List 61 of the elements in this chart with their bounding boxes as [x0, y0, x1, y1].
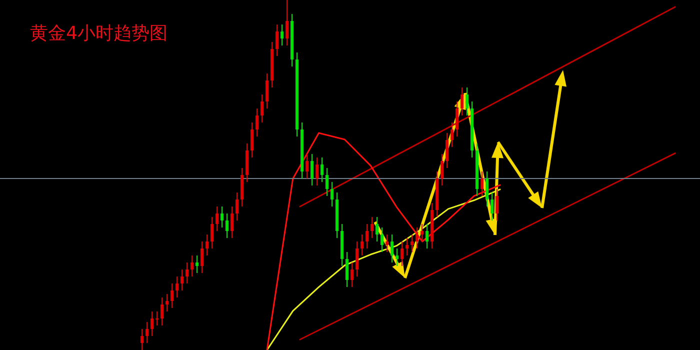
candlestick: [150, 311, 154, 336]
candlestick: [356, 241, 358, 277]
candlestick: [316, 157, 318, 186]
candlestick: [236, 192, 238, 221]
candlestick: [416, 227, 418, 249]
candlestick: [146, 322, 148, 344]
candlestick: [306, 154, 308, 179]
candlestick: [140, 328, 144, 350]
candlestick: [220, 206, 224, 228]
candlestick: [256, 108, 258, 137]
candlestick: [260, 94, 264, 123]
candlestick: [380, 227, 384, 252]
candlestick: [330, 182, 334, 207]
candlestick: [486, 171, 488, 207]
candlestick: [190, 255, 194, 277]
candlestick: [440, 154, 444, 186]
candlestick: [200, 241, 204, 274]
candlestick: [376, 216, 378, 242]
candlestick: [176, 276, 178, 298]
candlestick: [456, 101, 458, 137]
candlestick: [216, 206, 218, 232]
text: 黄金4小时趋势图: [30, 23, 168, 44]
candlestick: [350, 262, 354, 288]
candlestick: [426, 224, 428, 249]
candlestick: [396, 248, 398, 266]
candlestick: [250, 122, 254, 158]
candlestick: [186, 262, 188, 284]
candlestick: [446, 132, 448, 168]
candlestick: [206, 234, 208, 256]
candlestick: [310, 154, 314, 186]
candlestick: [360, 234, 364, 256]
candlestick: [406, 238, 408, 256]
candlestick: [160, 297, 164, 326]
candlestick: [466, 87, 468, 116]
candlestick: [266, 73, 268, 109]
candlestick: [320, 157, 324, 182]
candlestick: [166, 294, 168, 312]
candlestick: [420, 224, 424, 242]
candlestick: [400, 241, 404, 266]
candlestick: [490, 192, 494, 221]
candlestick: [210, 216, 214, 249]
candlestick: [276, 24, 278, 56]
candlestick: [460, 87, 464, 116]
candlestick: [410, 234, 414, 252]
candlestick: [286, 0, 288, 46]
candlestick: [390, 234, 394, 263]
candlestick: [196, 255, 198, 274]
candlestick: [170, 283, 174, 308]
candlestick: [496, 188, 498, 221]
candlestick: [156, 311, 158, 326]
candlestick: [480, 171, 484, 196]
candlestick: [386, 234, 388, 252]
candlestick: [366, 224, 368, 249]
candlestick: [346, 252, 348, 288]
candlestick: [230, 206, 234, 238]
candlestick: [326, 168, 328, 196]
candlestick: [370, 216, 374, 238]
candlestick: [280, 24, 284, 46]
candlestick: [226, 213, 228, 238]
candlestick: [180, 269, 184, 291]
candlestick: [450, 122, 454, 148]
